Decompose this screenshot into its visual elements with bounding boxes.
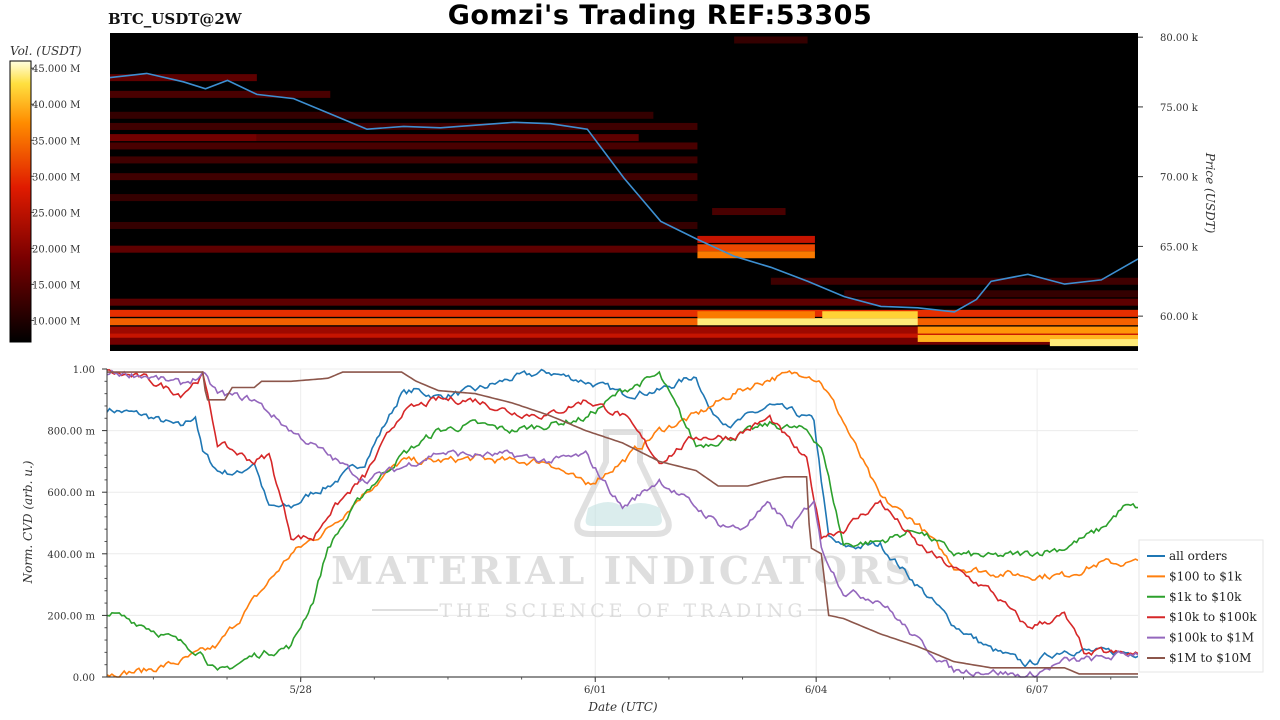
order-wall xyxy=(697,244,815,252)
order-wall xyxy=(734,36,808,44)
colorbar: Vol. (USDT) 10.000 M 15.000 M 20.000 M 25.0… xyxy=(9,44,82,343)
cvd-panel: MATERIAL INDICATORS THE SCIENCE OF TRADI… xyxy=(21,365,1264,714)
order-wall xyxy=(110,142,698,150)
x-tick-label: 5/28 xyxy=(289,685,311,696)
x-tick-label: 6/01 xyxy=(584,685,606,696)
colorbar-tick-label: 25.000 M xyxy=(32,208,80,219)
colorbar-tick-label: 20.000 M xyxy=(32,244,80,255)
watermark: MATERIAL INDICATORS THE SCIENCE OF TRADI… xyxy=(331,429,915,622)
series-line-2 xyxy=(107,370,1138,672)
price-tick-label: 60.00 k xyxy=(1160,312,1199,323)
cvd-y-axis: 0.00 200.00 m 400.00 m 600.00 m 800.00 m 1.00 xyxy=(47,365,108,684)
colorbar-tick-label: 15.000 M xyxy=(32,280,80,291)
order-wall xyxy=(697,251,815,259)
y-tick-label: 800.00 m xyxy=(47,427,95,438)
order-wall xyxy=(110,318,1138,326)
colorbar-tick-label: 40.000 M xyxy=(32,100,80,111)
y-tick-label: 0.00 xyxy=(73,673,95,684)
y-tick-label: 200.00 m xyxy=(47,611,95,622)
legend-items: all orders $100 to $1k $1k to $10k $10k to … xyxy=(1147,549,1257,665)
watermark-brand: MATERIAL INDICATORS xyxy=(331,548,915,593)
heatmap-panel: 60.00 k 65.00 k 70.00 k 75.00 k 80.00 k Pric… xyxy=(110,33,1217,351)
flask-liquid-icon xyxy=(585,502,662,526)
colorbar-tick-label: 30.000 M xyxy=(32,172,80,183)
symbol-label: BTC_USDT@2W xyxy=(108,10,242,28)
legend-label: $100 to $1k xyxy=(1169,569,1242,583)
order-walls xyxy=(110,36,1138,347)
price-tick-label: 70.00 k xyxy=(1160,173,1199,184)
price-axis: 60.00 k 65.00 k 70.00 k 75.00 k 80.00 k xyxy=(1138,33,1199,323)
series-line-4 xyxy=(107,369,1138,678)
colorbar-tick-label: 35.000 M xyxy=(32,136,80,147)
order-wall xyxy=(110,74,257,82)
legend: all orders $100 to $1k $1k to $10k $10k to … xyxy=(1138,539,1264,673)
series-line-3 xyxy=(107,369,1138,656)
colorbar-label: Vol. (USDT) xyxy=(10,44,82,58)
order-wall xyxy=(844,290,1138,298)
series-line-5 xyxy=(107,371,1138,675)
order-wall xyxy=(770,277,1138,285)
order-wall xyxy=(110,156,698,164)
order-wall xyxy=(697,318,918,326)
order-wall xyxy=(712,208,786,216)
order-wall xyxy=(917,334,1138,342)
watermark-tagline: THE SCIENCE OF TRADING xyxy=(439,600,806,622)
order-wall xyxy=(110,309,1138,317)
order-wall xyxy=(110,90,331,98)
order-wall xyxy=(110,326,1138,334)
flask-icon xyxy=(574,429,672,537)
order-wall xyxy=(917,326,1138,334)
colorbar-ticks: 10.000 M 15.000 M 20.000 M 25.000 M 30.000 M… xyxy=(31,64,80,327)
order-wall xyxy=(110,173,698,181)
legend-label: $1M to $10M xyxy=(1169,651,1251,665)
legend-label: all orders xyxy=(1169,549,1227,563)
cvd-x-axis-label: Date (UTC) xyxy=(587,700,657,714)
colorbar-tick-label: 45.000 M xyxy=(32,64,80,75)
x-tick-label: 6/07 xyxy=(1026,685,1048,696)
order-wall xyxy=(110,194,698,202)
cvd-series xyxy=(107,368,1138,678)
x-tick-label: 6/04 xyxy=(805,685,827,696)
order-wall xyxy=(110,111,654,119)
order-wall xyxy=(1049,339,1138,347)
order-wall xyxy=(110,134,257,142)
legend-label: $1k to $10k xyxy=(1169,590,1242,604)
cvd-x-axis: 5/28 6/01 6/04 6/07 xyxy=(152,677,1112,696)
price-line xyxy=(110,72,1138,313)
y-tick-label: 600.00 m xyxy=(47,488,95,499)
price-axis-label: Price (USDT) xyxy=(1203,152,1217,234)
legend-box xyxy=(1138,539,1264,673)
series-line-1 xyxy=(107,370,1138,678)
order-wall xyxy=(256,134,639,142)
price-tick-label: 75.00 k xyxy=(1160,103,1199,114)
price-tick-label: 65.00 k xyxy=(1160,242,1199,253)
order-wall xyxy=(822,311,918,319)
heatmap-background xyxy=(110,33,1138,351)
price-tick-label: 80.00 k xyxy=(1160,33,1199,44)
order-wall xyxy=(697,311,815,319)
order-wall xyxy=(110,337,1138,345)
series-line-0 xyxy=(107,368,1138,668)
y-tick-label: 1.00 xyxy=(73,365,95,376)
legend-label: $100k to $1M xyxy=(1169,631,1254,645)
order-wall xyxy=(110,298,1138,306)
legend-label: $10k to $100k xyxy=(1169,610,1257,624)
colorbar-gradient xyxy=(9,60,32,343)
y-tick-label: 400.00 m xyxy=(47,550,95,561)
order-wall xyxy=(110,221,698,229)
colorbar-tick-label: 10.000 M xyxy=(32,316,80,327)
order-wall xyxy=(110,332,1138,340)
order-wall xyxy=(697,235,815,243)
cvd-y-axis-label: Norm. CVD (arb. u.) xyxy=(21,460,35,584)
page-title: Gomzi's Trading REF:53305 xyxy=(447,0,873,31)
order-wall xyxy=(110,245,698,253)
